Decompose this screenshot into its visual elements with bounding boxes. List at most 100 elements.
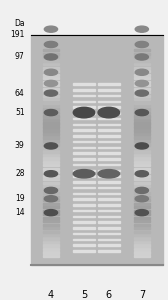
Bar bbox=[43, 112, 59, 114]
Ellipse shape bbox=[44, 80, 58, 86]
Bar bbox=[134, 251, 150, 253]
Bar bbox=[134, 101, 150, 104]
Bar bbox=[73, 239, 95, 240]
Bar bbox=[43, 234, 59, 236]
Bar bbox=[134, 154, 150, 156]
Bar bbox=[134, 234, 150, 236]
Bar bbox=[43, 74, 59, 76]
Bar bbox=[73, 112, 95, 113]
Bar bbox=[98, 170, 119, 171]
Bar bbox=[73, 147, 95, 148]
Bar bbox=[43, 136, 59, 139]
Bar bbox=[43, 154, 59, 156]
Bar bbox=[134, 91, 150, 93]
Bar bbox=[43, 122, 59, 124]
Bar bbox=[134, 136, 150, 139]
Bar bbox=[98, 141, 119, 142]
Bar bbox=[43, 81, 59, 83]
Bar bbox=[98, 95, 119, 96]
Bar bbox=[134, 81, 150, 83]
Bar bbox=[43, 206, 59, 208]
Bar bbox=[43, 140, 59, 142]
Ellipse shape bbox=[44, 171, 58, 177]
Bar bbox=[134, 161, 150, 163]
Bar bbox=[43, 53, 59, 55]
Bar bbox=[43, 98, 59, 100]
Bar bbox=[98, 176, 119, 177]
Bar bbox=[98, 152, 119, 154]
Bar bbox=[73, 250, 95, 252]
Bar bbox=[43, 157, 59, 160]
Ellipse shape bbox=[135, 210, 149, 216]
Text: 7: 7 bbox=[139, 290, 145, 300]
Bar bbox=[43, 109, 59, 111]
Bar bbox=[134, 217, 150, 219]
Bar bbox=[31, 35, 163, 266]
Bar bbox=[43, 101, 59, 104]
Bar bbox=[43, 49, 59, 51]
Bar bbox=[134, 150, 150, 152]
Bar bbox=[98, 181, 119, 183]
Bar bbox=[73, 244, 95, 246]
Bar bbox=[134, 255, 150, 257]
Ellipse shape bbox=[44, 26, 58, 32]
Bar bbox=[98, 147, 119, 148]
Bar bbox=[134, 189, 150, 191]
Bar bbox=[98, 198, 119, 200]
Ellipse shape bbox=[135, 110, 149, 116]
Text: 5: 5 bbox=[81, 290, 87, 300]
Bar bbox=[73, 100, 95, 102]
Bar bbox=[43, 220, 59, 222]
Text: 64: 64 bbox=[15, 88, 25, 98]
Bar bbox=[73, 210, 95, 211]
Text: 6: 6 bbox=[106, 290, 112, 300]
Bar bbox=[73, 129, 95, 131]
Bar bbox=[98, 239, 119, 240]
Ellipse shape bbox=[135, 171, 149, 177]
Bar bbox=[98, 158, 119, 160]
Bar bbox=[134, 220, 150, 222]
Bar bbox=[43, 94, 59, 97]
Bar bbox=[134, 116, 150, 118]
Bar bbox=[134, 56, 150, 58]
Bar bbox=[43, 213, 59, 215]
Ellipse shape bbox=[44, 90, 58, 96]
Bar bbox=[43, 88, 59, 90]
Bar bbox=[43, 230, 59, 233]
Bar bbox=[73, 198, 95, 200]
Bar bbox=[43, 178, 59, 180]
Bar bbox=[43, 91, 59, 93]
Text: 97: 97 bbox=[15, 52, 25, 62]
Bar bbox=[73, 83, 95, 85]
Bar bbox=[134, 49, 150, 51]
Bar bbox=[73, 176, 95, 177]
Bar bbox=[98, 135, 119, 136]
Text: 39: 39 bbox=[15, 141, 25, 150]
Bar bbox=[43, 255, 59, 257]
Bar bbox=[43, 224, 59, 226]
Bar bbox=[43, 133, 59, 135]
Ellipse shape bbox=[135, 188, 149, 194]
Bar bbox=[134, 94, 150, 97]
Text: 14: 14 bbox=[15, 208, 25, 217]
Bar bbox=[134, 133, 150, 135]
Bar bbox=[134, 244, 150, 247]
Bar bbox=[134, 248, 150, 250]
Bar bbox=[43, 63, 59, 65]
Bar bbox=[134, 105, 150, 107]
Bar bbox=[43, 126, 59, 128]
Bar bbox=[43, 182, 59, 184]
Text: 4: 4 bbox=[48, 290, 54, 300]
Bar bbox=[73, 152, 95, 154]
Bar bbox=[43, 189, 59, 191]
Bar bbox=[98, 118, 119, 119]
Bar bbox=[73, 89, 95, 91]
Ellipse shape bbox=[98, 107, 119, 118]
Bar bbox=[98, 204, 119, 206]
Bar bbox=[98, 193, 119, 194]
Ellipse shape bbox=[135, 26, 149, 32]
Bar bbox=[134, 213, 150, 215]
Bar bbox=[43, 168, 59, 170]
Bar bbox=[43, 150, 59, 152]
Bar bbox=[134, 77, 150, 79]
